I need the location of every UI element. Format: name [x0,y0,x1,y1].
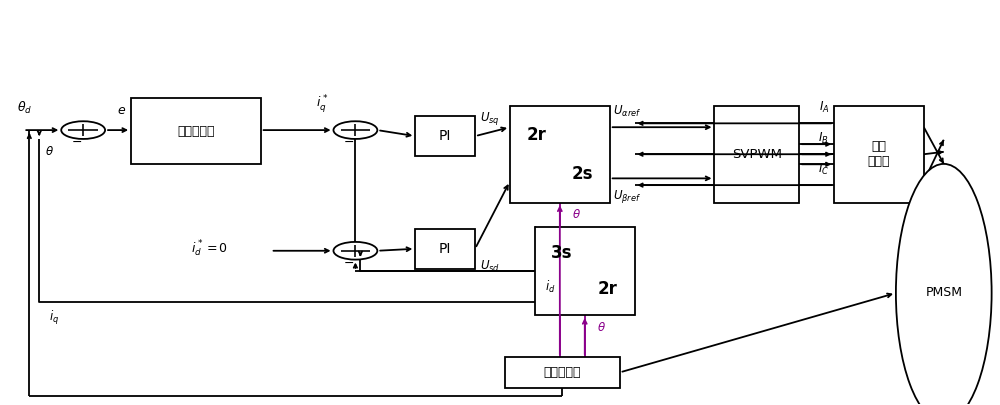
Text: $U_{sq}$: $U_{sq}$ [480,109,500,126]
Text: $I_C$: $I_C$ [818,162,829,177]
Text: 2s: 2s [572,164,594,183]
Text: $-$: $-$ [343,135,354,148]
Bar [535,227,635,315]
Bar [131,98,261,164]
Text: PI: PI [439,129,451,143]
Text: $\theta_d$: $\theta_d$ [17,100,33,116]
Text: PMSM: PMSM [925,286,962,300]
Text: $I_B$: $I_B$ [818,130,829,146]
Text: $i_q^*$: $i_q^*$ [316,93,328,115]
Text: $U_{\beta ref}$: $U_{\beta ref}$ [613,188,641,205]
Text: $e$: $e$ [117,104,126,117]
Text: 光电编码器: 光电编码器 [544,366,581,379]
Text: $I_A$: $I_A$ [819,100,829,115]
Text: $U_{sd}$: $U_{sd}$ [480,259,500,275]
Text: 2r: 2r [598,279,618,298]
Text: 3s: 3s [551,244,573,262]
Text: $\theta$: $\theta$ [572,208,581,221]
Bar [505,357,620,388]
Text: SVPWM: SVPWM [732,148,782,161]
Ellipse shape [896,164,992,405]
Text: $\theta$: $\theta$ [45,145,54,158]
Text: 三相
逆变器: 三相 逆变器 [868,140,890,168]
Text: $i_q$: $i_q$ [49,309,59,327]
Text: 滑模控制器: 滑模控制器 [177,125,215,138]
Bar [834,106,924,202]
Bar [510,106,610,202]
Text: $U_{\alpha ref}$: $U_{\alpha ref}$ [613,104,641,119]
Bar [415,229,475,269]
Bar [415,116,475,156]
Text: $-$: $-$ [71,135,82,148]
Text: $i_d^*=0$: $i_d^*=0$ [191,239,228,259]
Text: 2r: 2r [527,126,547,144]
Text: $\theta$: $\theta$ [597,321,606,334]
Text: $-$: $-$ [343,256,354,269]
Text: $i_d$: $i_d$ [545,279,555,295]
Text: PI: PI [439,242,451,256]
Bar [714,106,799,202]
